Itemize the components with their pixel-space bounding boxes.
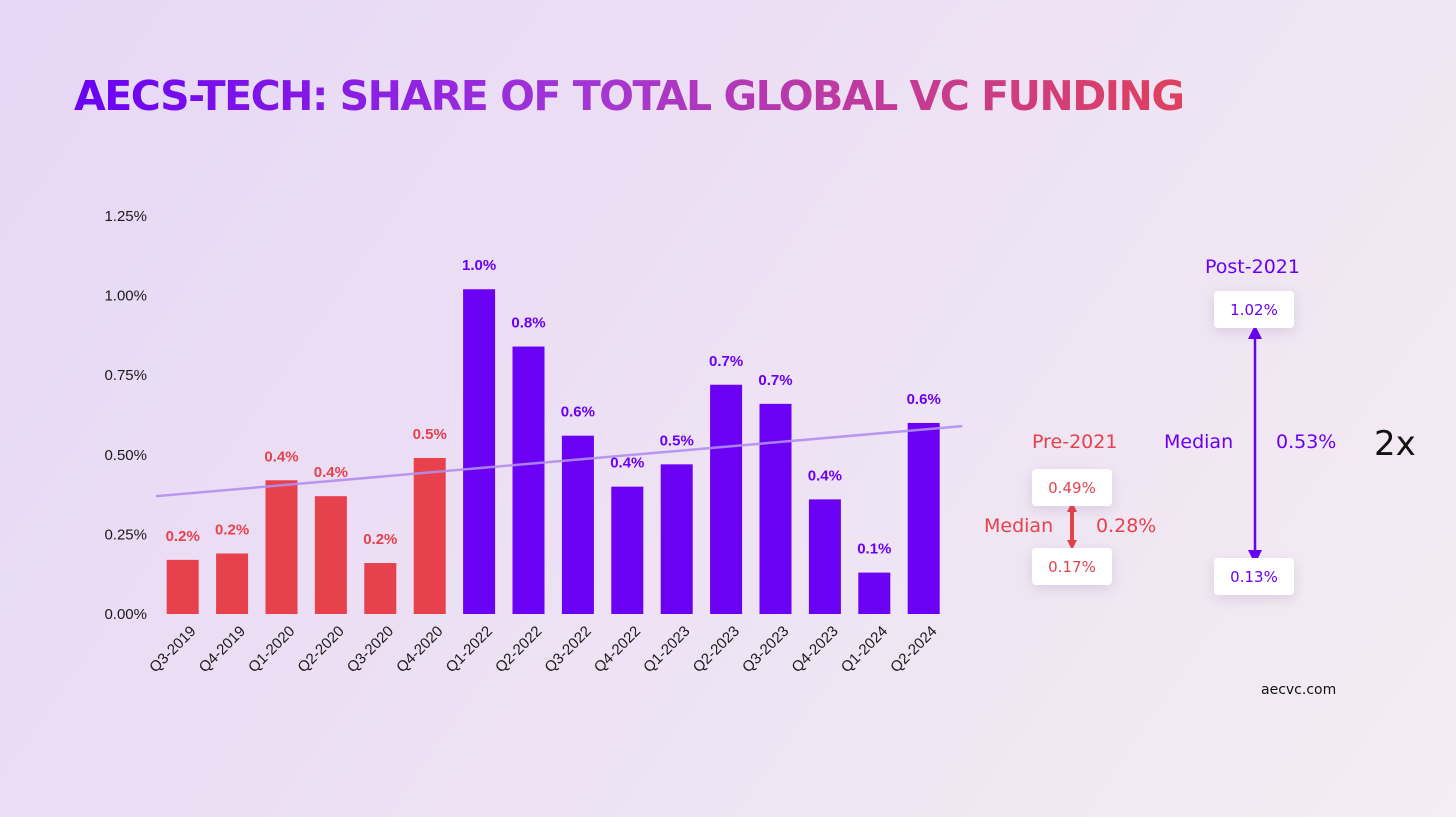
bar	[561, 435, 594, 614]
pre-heading: Pre-2021	[1032, 431, 1118, 453]
data-label: 0.5%	[413, 426, 447, 443]
x-axis-labels: Q3-2019Q4-2019Q1-2020Q2-2020Q3-2020Q4-20…	[146, 623, 940, 676]
bar	[364, 563, 397, 614]
y-tick-label: 0.75%	[104, 367, 147, 384]
post-heading: Post-2021	[1205, 256, 1300, 278]
y-tick-label: 1.25%	[104, 208, 147, 225]
y-tick-label: 0.25%	[104, 526, 147, 543]
x-tick-label: Q2-2020	[294, 623, 347, 676]
bar	[858, 572, 891, 614]
data-label: 0.4%	[264, 448, 298, 465]
data-label: 0.4%	[314, 464, 348, 481]
bar	[808, 499, 841, 614]
trend-line	[155, 424, 963, 498]
pre-median-value: 0.28%	[1096, 515, 1157, 537]
data-label: 1.0%	[462, 257, 496, 274]
trend-line-path	[155, 424, 963, 498]
bar	[512, 346, 545, 614]
bar	[166, 559, 199, 614]
x-tick-label: Q4-2019	[196, 623, 249, 676]
source-label: aecvc.com	[1261, 682, 1337, 698]
x-tick-label: Q2-2024	[887, 623, 940, 676]
bars	[166, 289, 940, 614]
bar	[710, 384, 743, 614]
bar	[759, 403, 792, 614]
data-label: 0.2%	[215, 522, 249, 539]
bar	[463, 289, 496, 614]
x-tick-label: Q1-2020	[245, 623, 298, 676]
x-tick-label: Q3-2023	[739, 623, 792, 676]
bar	[907, 422, 940, 614]
data-label: 0.4%	[808, 467, 842, 484]
x-tick-label: Q4-2023	[788, 623, 841, 676]
y-tick-label: 1.00%	[104, 288, 147, 305]
bar	[660, 464, 693, 614]
x-tick-label: Q1-2024	[838, 623, 891, 676]
data-label: 0.4%	[610, 455, 644, 472]
x-tick-label: Q4-2020	[393, 623, 446, 676]
x-tick-label: Q4-2022	[591, 623, 644, 676]
data-label: 0.5%	[660, 432, 694, 449]
multiplier-label: 2x	[1374, 424, 1416, 464]
y-axis: 0.00% 0.25% 0.50% 0.75% 1.00% 1.25%	[104, 208, 147, 623]
data-label: 0.6%	[561, 404, 595, 421]
x-tick-label: Q3-2022	[541, 623, 594, 676]
bar	[314, 496, 347, 614]
bar	[216, 553, 249, 614]
pre-max-box: 0.49%	[1032, 469, 1112, 506]
bar	[413, 457, 446, 614]
pre-median-label: Median	[984, 515, 1054, 537]
post-median-value: 0.53%	[1276, 431, 1337, 453]
x-tick-label: Q2-2023	[690, 623, 743, 676]
page-title: AECS-TECH: SHARE OF TOTAL GLOBAL VC FUND…	[74, 72, 1185, 120]
data-label: 0.2%	[363, 531, 397, 548]
post-min-box: 0.13%	[1214, 558, 1294, 595]
data-label: 0.8%	[511, 315, 545, 332]
data-label: 0.2%	[166, 528, 200, 545]
pre-min-box: 0.17%	[1032, 548, 1112, 585]
post-median-label: Median	[1164, 431, 1234, 453]
data-label: 0.1%	[857, 541, 891, 558]
bar	[265, 480, 298, 614]
bar	[611, 486, 644, 614]
post-max-box: 1.02%	[1214, 291, 1294, 328]
data-labels: 0.2% 0.2% 0.4% 0.4% 0.2% 0.5% 1.0% 0.8% 0.6% 0.4%…	[166, 257, 941, 557]
data-label: 0.7%	[758, 372, 792, 389]
data-label: 0.6%	[907, 391, 941, 408]
data-label: 0.7%	[709, 353, 743, 370]
x-tick-label: Q3-2019	[146, 623, 199, 676]
y-tick-label: 0.00%	[104, 606, 147, 623]
y-tick-label: 0.50%	[104, 447, 147, 464]
x-tick-label: Q1-2022	[443, 623, 496, 676]
x-tick-label: Q2-2022	[492, 623, 545, 676]
x-tick-label: Q1-2023	[640, 623, 693, 676]
x-tick-label: Q3-2020	[344, 623, 397, 676]
